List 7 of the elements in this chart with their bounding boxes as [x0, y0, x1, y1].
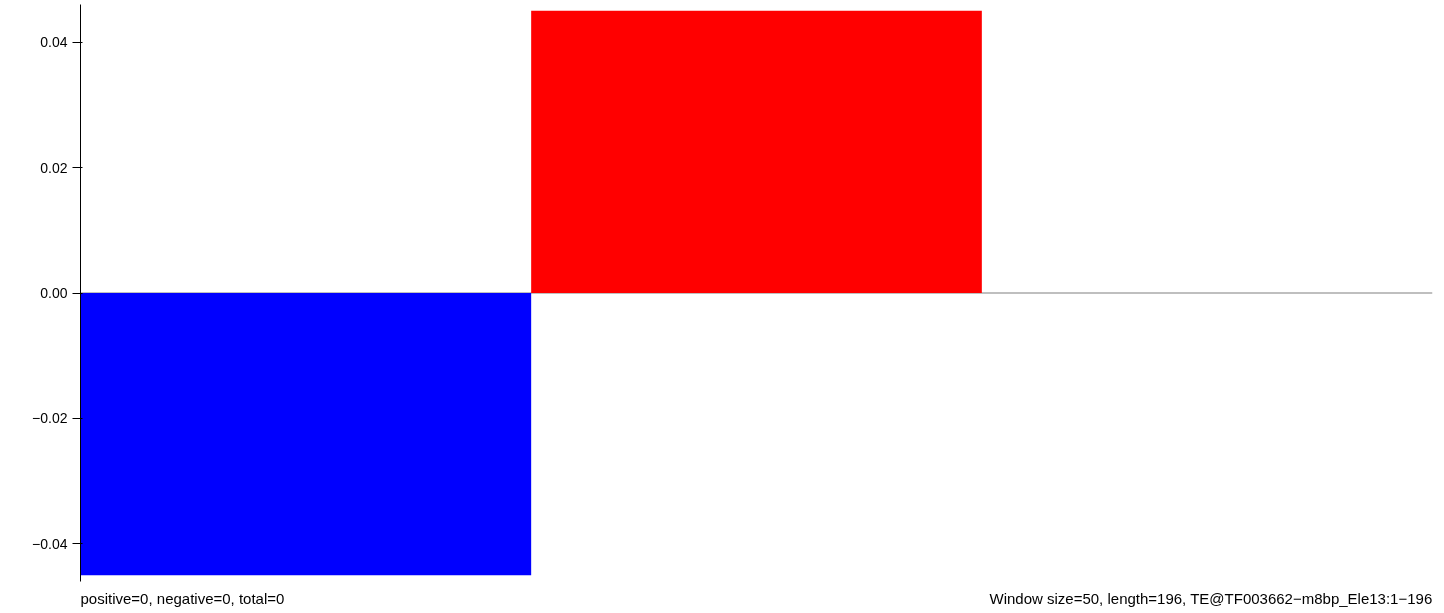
y-tick-label: 0.04: [40, 34, 68, 51]
y-tick-label: 0.00: [40, 285, 68, 301]
text: Window size=50, length=196, TE@TF003662−m8bp_Ele13:1−196: [989, 590, 1433, 607]
y-tick-label: 0.02: [40, 159, 68, 176]
y-tick-label: −0.02: [32, 410, 68, 427]
y-tick-label: −0.04: [32, 535, 68, 552]
text: positive=0, negative=0, total=0: [80, 590, 285, 607]
